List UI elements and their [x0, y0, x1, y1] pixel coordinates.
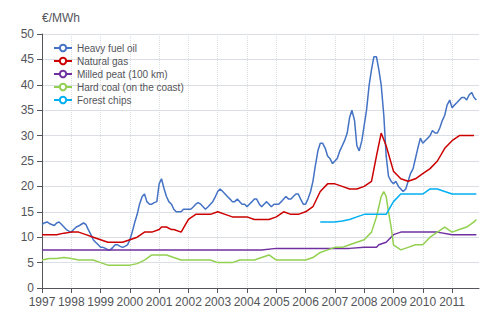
svg-text:40: 40	[21, 78, 35, 92]
svg-text:0: 0	[27, 281, 34, 295]
svg-text:10: 10	[21, 230, 35, 244]
svg-text:1998: 1998	[58, 295, 85, 309]
svg-text:Forest chips: Forest chips	[77, 95, 131, 106]
svg-text:€/MWh: €/MWh	[42, 11, 80, 25]
svg-text:2006: 2006	[292, 295, 319, 309]
svg-text:2009: 2009	[380, 295, 407, 309]
svg-text:1997: 1997	[29, 295, 56, 309]
svg-text:2000: 2000	[117, 295, 144, 309]
svg-text:50: 50	[21, 27, 35, 41]
svg-text:25: 25	[21, 154, 35, 168]
svg-text:2003: 2003	[204, 295, 231, 309]
svg-text:35: 35	[21, 103, 35, 117]
svg-text:30: 30	[21, 129, 35, 143]
svg-text:15: 15	[21, 205, 35, 219]
svg-text:Hard coal (on the coast): Hard coal (on the coast)	[77, 82, 184, 93]
svg-text:1999: 1999	[87, 295, 114, 309]
svg-text:Natural gas: Natural gas	[77, 56, 128, 67]
svg-text:5: 5	[27, 256, 34, 270]
svg-text:2007: 2007	[322, 295, 349, 309]
svg-text:2008: 2008	[351, 295, 378, 309]
svg-text:2005: 2005	[263, 295, 290, 309]
svg-text:2011: 2011	[439, 295, 465, 309]
svg-text:2004: 2004	[234, 295, 261, 309]
svg-text:2002: 2002	[175, 295, 202, 309]
svg-text:Heavy fuel oil: Heavy fuel oil	[77, 43, 137, 54]
svg-text:20: 20	[21, 179, 35, 193]
svg-text:2001: 2001	[146, 295, 173, 309]
svg-text:45: 45	[21, 52, 35, 66]
svg-text:Milled peat (100 km): Milled peat (100 km)	[77, 69, 168, 80]
svg-text:2010: 2010	[409, 295, 436, 309]
